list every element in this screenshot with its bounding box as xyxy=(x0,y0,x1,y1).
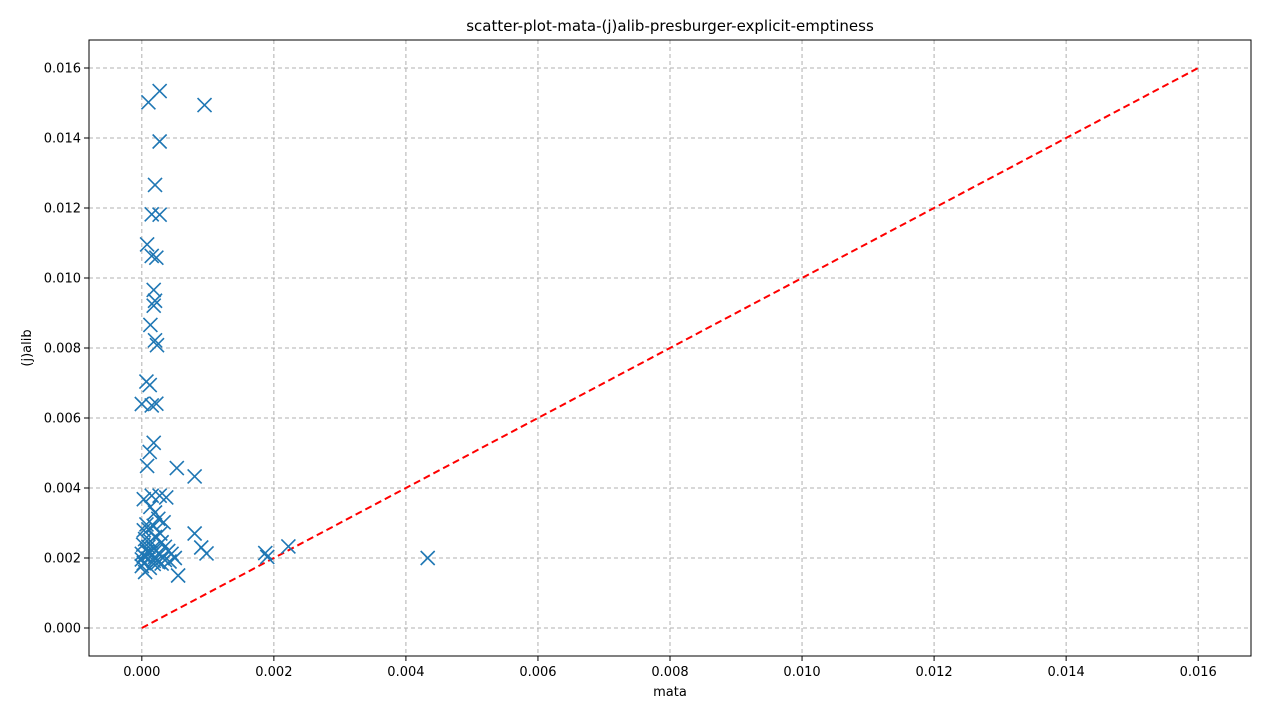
data-point xyxy=(148,396,164,412)
x-axis: 0.000 0.002 0.004 0.006 0.008 0.010 0.012 0.014… xyxy=(123,656,1217,680)
data-point xyxy=(170,567,186,584)
data-point xyxy=(146,435,162,451)
chart-title: scatter-plot-mata-(j)alib-presburger-exp… xyxy=(466,17,874,35)
y-tick-label: 0.004 xyxy=(44,482,81,497)
x-tick-label: 0.006 xyxy=(519,665,556,680)
data-point xyxy=(146,553,162,569)
y-tick-label: 0.008 xyxy=(44,342,81,357)
data-point xyxy=(150,554,166,570)
x-tick-label: 0.002 xyxy=(255,665,292,680)
data-point xyxy=(152,207,168,223)
grid xyxy=(89,40,1251,656)
x-tick-label: 0.014 xyxy=(1048,665,1085,680)
data-point xyxy=(280,538,296,555)
diagonal-reference xyxy=(141,67,1199,629)
data-point xyxy=(139,236,155,252)
y-tick-label: 0.006 xyxy=(44,412,81,427)
data-point xyxy=(147,332,163,348)
y-tick-label: 0.012 xyxy=(44,202,81,217)
x-axis-label: mata xyxy=(653,685,687,700)
data-point xyxy=(158,489,174,506)
data-point xyxy=(146,298,162,314)
x-tick-label: 0.004 xyxy=(387,665,424,680)
x-tick-label: 0.008 xyxy=(651,665,688,680)
data-point xyxy=(142,317,158,333)
data-point xyxy=(259,549,275,565)
y-tick-label: 0.000 xyxy=(44,622,81,637)
data-point xyxy=(187,525,203,542)
y-tick-label: 0.014 xyxy=(44,132,81,147)
x-tick-label: 0.012 xyxy=(915,665,952,680)
diagonal-line xyxy=(141,67,1199,629)
y-axis-label: (j)alib xyxy=(20,329,35,366)
y-axis: 0.000 0.002 0.004 0.006 0.008 0.010 0.012 0.014… xyxy=(44,62,89,637)
data-points xyxy=(134,83,436,584)
data-point xyxy=(144,248,160,264)
data-point xyxy=(139,458,155,474)
data-point xyxy=(196,97,213,113)
x-tick-label: 0.000 xyxy=(123,665,160,680)
data-point xyxy=(154,556,170,572)
data-point xyxy=(144,397,160,413)
data-point xyxy=(152,83,168,99)
data-point xyxy=(149,337,165,353)
data-point xyxy=(187,468,203,485)
data-point xyxy=(147,293,163,309)
data-point xyxy=(198,545,215,562)
data-point xyxy=(142,377,158,393)
data-point xyxy=(147,177,163,193)
x-tick-label: 0.010 xyxy=(783,665,820,680)
data-point xyxy=(420,550,436,566)
x-tick-label: 0.016 xyxy=(1180,665,1217,680)
data-point xyxy=(169,460,185,476)
y-tick-label: 0.002 xyxy=(44,552,81,567)
y-tick-label: 0.016 xyxy=(44,62,81,77)
data-point xyxy=(257,545,273,561)
data-point xyxy=(156,514,172,530)
data-point xyxy=(142,444,158,460)
data-point xyxy=(148,250,164,266)
y-tick-label: 0.010 xyxy=(44,272,81,287)
data-point xyxy=(152,133,168,150)
